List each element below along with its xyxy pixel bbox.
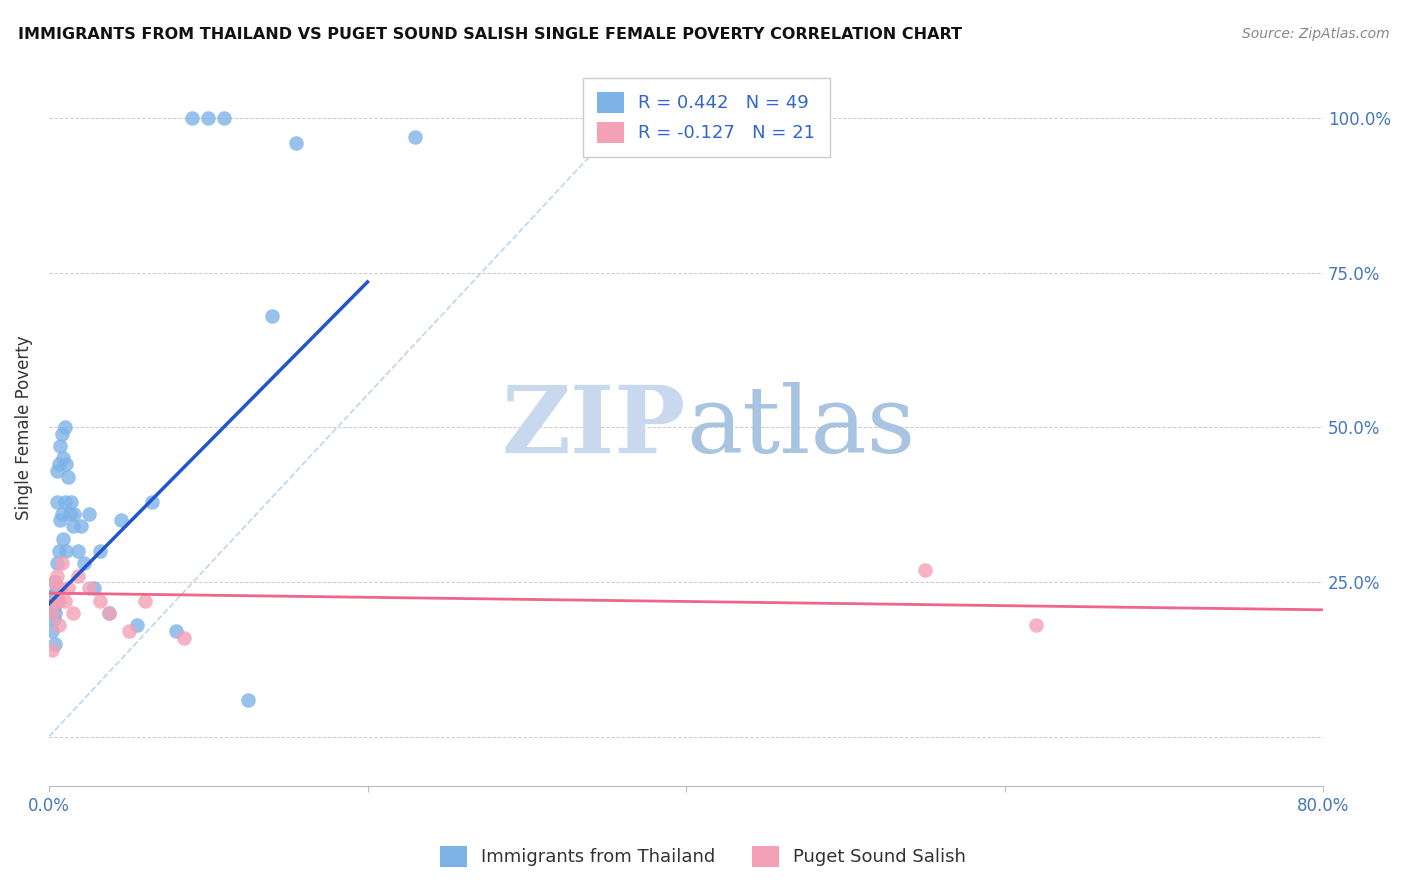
- Point: [42, 587, 65, 601]
- Point: [66, 544, 89, 558]
- Point: [125, 618, 148, 632]
- Point: [59, 507, 82, 521]
- Text: atlas: atlas: [686, 383, 915, 473]
- Point: [62, 606, 84, 620]
- Point: [56, 470, 79, 484]
- Point: [51, 426, 73, 441]
- Point: [48, 458, 70, 472]
- Point: [41, 593, 63, 607]
- Point: [51, 507, 73, 521]
- Point: [55, 458, 77, 472]
- Point: [48, 593, 70, 607]
- Point: [44, 606, 66, 620]
- Point: [44, 637, 66, 651]
- Point: [69, 519, 91, 533]
- Point: [134, 593, 156, 607]
- Point: [197, 111, 219, 125]
- Point: [66, 569, 89, 583]
- Point: [173, 631, 195, 645]
- Point: [42, 574, 65, 589]
- Point: [181, 111, 204, 125]
- Point: [44, 593, 66, 607]
- Point: [41, 643, 63, 657]
- Point: [51, 557, 73, 571]
- Point: [117, 624, 139, 639]
- Point: [44, 587, 66, 601]
- Point: [212, 111, 235, 125]
- Point: [48, 544, 70, 558]
- Point: [52, 451, 75, 466]
- Point: [53, 593, 76, 607]
- Legend: R = 0.442   N = 49, R = -0.127   N = 21: R = 0.442 N = 49, R = -0.127 N = 21: [582, 78, 830, 157]
- Y-axis label: Single Female Poverty: Single Female Poverty: [15, 335, 32, 520]
- Point: [89, 544, 111, 558]
- Point: [45, 569, 67, 583]
- Text: ZIP: ZIP: [502, 383, 686, 473]
- Point: [45, 464, 67, 478]
- Point: [98, 606, 121, 620]
- Point: [260, 309, 283, 323]
- Point: [83, 581, 105, 595]
- Point: [49, 439, 72, 453]
- Point: [1025, 618, 1047, 632]
- Point: [56, 581, 79, 595]
- Point: [53, 494, 76, 508]
- Point: [45, 494, 67, 508]
- Point: [63, 507, 86, 521]
- Point: [45, 593, 67, 607]
- Point: [236, 692, 259, 706]
- Point: [77, 507, 100, 521]
- Point: [41, 624, 63, 639]
- Point: [44, 574, 66, 589]
- Point: [110, 513, 132, 527]
- Point: [48, 618, 70, 632]
- Point: [53, 420, 76, 434]
- Point: [60, 494, 83, 508]
- Point: [55, 544, 77, 558]
- Point: [42, 612, 65, 626]
- Point: [98, 606, 121, 620]
- Point: [49, 581, 72, 595]
- Point: [73, 557, 96, 571]
- Point: [404, 129, 426, 144]
- Point: [41, 606, 63, 620]
- Point: [62, 519, 84, 533]
- Point: [41, 606, 63, 620]
- Point: [165, 624, 187, 639]
- Point: [49, 513, 72, 527]
- Point: [141, 494, 163, 508]
- Point: [77, 581, 100, 595]
- Point: [284, 136, 307, 150]
- Point: [45, 557, 67, 571]
- Text: IMMIGRANTS FROM THAILAND VS PUGET SOUND SALISH SINGLE FEMALE POVERTY CORRELATION: IMMIGRANTS FROM THAILAND VS PUGET SOUND …: [18, 27, 962, 42]
- Legend: Immigrants from Thailand, Puget Sound Salish: Immigrants from Thailand, Puget Sound Sa…: [433, 838, 973, 874]
- Point: [914, 563, 936, 577]
- Point: [52, 532, 75, 546]
- Point: [42, 599, 65, 614]
- Point: [89, 593, 111, 607]
- Text: Source: ZipAtlas.com: Source: ZipAtlas.com: [1241, 27, 1389, 41]
